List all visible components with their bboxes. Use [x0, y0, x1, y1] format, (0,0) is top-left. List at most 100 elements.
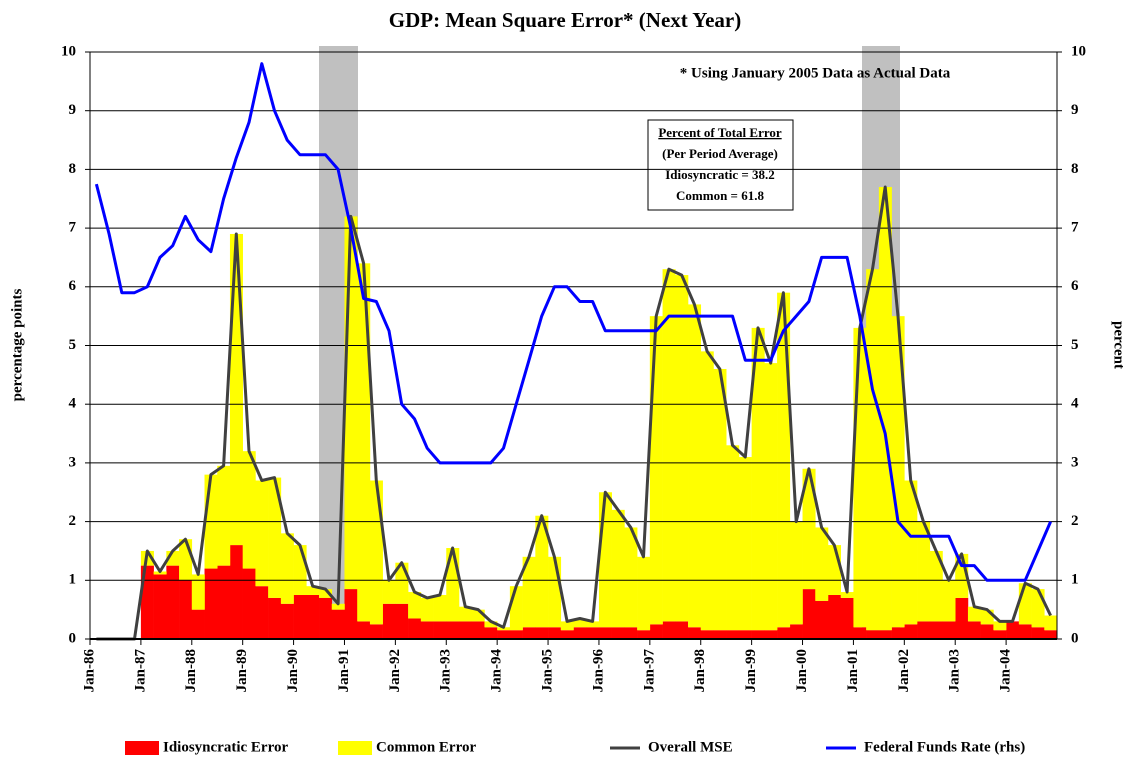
- y2-tick-label: 5: [1071, 337, 1079, 353]
- y2-tick-label: 9: [1071, 102, 1079, 118]
- bar: [191, 609, 205, 639]
- x-tick-label: Jan-94: [489, 649, 505, 693]
- bar: [777, 627, 791, 639]
- bar: [1018, 583, 1032, 625]
- bar: [993, 621, 1007, 631]
- bar: [802, 589, 816, 639]
- bar: [827, 594, 841, 639]
- bar: [382, 603, 396, 639]
- bar: [408, 592, 422, 619]
- bar: [764, 630, 778, 639]
- bar: [497, 630, 511, 639]
- bar: [980, 624, 994, 639]
- bar: [522, 556, 536, 628]
- bar: [280, 603, 294, 639]
- bar: [904, 624, 918, 639]
- y2-tick-label: 7: [1071, 220, 1079, 236]
- bar: [688, 627, 702, 639]
- bar: [967, 621, 981, 639]
- y2-tick-label: 4: [1071, 396, 1079, 412]
- y2-tick-label: 2: [1071, 513, 1079, 529]
- x-tick-label: Jan-93: [438, 649, 454, 692]
- bar: [420, 621, 434, 639]
- x-tick-label: Jan-00: [794, 649, 810, 692]
- x-tick-label: Jan-95: [539, 649, 555, 692]
- x-tick-label: Jan-02: [896, 649, 912, 692]
- bar: [878, 630, 892, 639]
- x-tick-label: Jan-89: [234, 649, 250, 692]
- bar: [929, 621, 943, 639]
- y-tick-label: 7: [69, 220, 77, 236]
- bar: [484, 621, 498, 628]
- bar: [255, 586, 269, 639]
- bar: [560, 621, 574, 631]
- x-tick-label: Jan-99: [743, 649, 759, 692]
- bar: [726, 445, 740, 631]
- y2-tick-label: 8: [1071, 161, 1079, 177]
- bar: [217, 465, 231, 566]
- bar: [1006, 621, 1020, 639]
- bar: [1044, 630, 1058, 639]
- box-heading: Percent of Total Error: [658, 125, 782, 140]
- y-tick-label: 4: [69, 396, 77, 412]
- x-tick-label: Jan-88: [183, 649, 199, 692]
- x-tick-label: Jan-97: [641, 649, 657, 693]
- bar: [140, 565, 154, 639]
- bar: [357, 263, 371, 622]
- bar: [344, 216, 358, 590]
- y-axis-label: percentage points: [9, 289, 25, 402]
- bar: [891, 627, 905, 639]
- bar: [535, 515, 549, 628]
- bar: [955, 597, 969, 639]
- bar: [153, 574, 167, 639]
- bar: [624, 627, 638, 639]
- legend-label: Overall MSE: [648, 739, 733, 755]
- bar: [179, 539, 193, 581]
- bar: [268, 477, 282, 598]
- bar: [675, 275, 689, 622]
- bar: [255, 480, 269, 587]
- bar: [179, 580, 193, 639]
- bar: [802, 468, 816, 590]
- bar: [675, 621, 689, 639]
- bar: [573, 618, 587, 628]
- bar: [662, 621, 676, 639]
- y-tick-label: 5: [69, 337, 77, 353]
- bar: [967, 606, 981, 622]
- bar: [293, 594, 307, 639]
- bar: [535, 627, 549, 639]
- bar: [917, 621, 931, 639]
- bar: [624, 527, 638, 628]
- bar: [446, 621, 460, 639]
- bar: [522, 627, 536, 639]
- bar: [268, 597, 282, 639]
- bar: [688, 304, 702, 628]
- bar: [395, 603, 409, 639]
- legend-swatch: [125, 741, 159, 755]
- bar: [433, 594, 447, 622]
- info-box: [647, 119, 794, 211]
- bar: [878, 187, 892, 631]
- bar: [369, 480, 383, 625]
- bar: [344, 589, 358, 639]
- bar: [217, 565, 231, 639]
- x-tick-label: Jan-92: [387, 649, 403, 692]
- bar: [306, 594, 320, 639]
- bar: [840, 597, 854, 639]
- bar: [573, 627, 587, 639]
- bar: [1031, 589, 1045, 628]
- bar: [509, 630, 523, 639]
- bar: [331, 609, 345, 639]
- x-tick-label: Jan-03: [947, 649, 963, 692]
- bar: [369, 624, 383, 639]
- bar: [1031, 627, 1045, 639]
- y2-tick-label: 3: [1071, 454, 1079, 470]
- bar: [229, 233, 243, 546]
- bar: [751, 630, 765, 639]
- bar: [637, 630, 651, 639]
- bar: [611, 627, 625, 639]
- bar: [458, 621, 473, 639]
- y2-axis-label: percent: [1111, 321, 1127, 369]
- legend-label: Common Error: [376, 739, 476, 755]
